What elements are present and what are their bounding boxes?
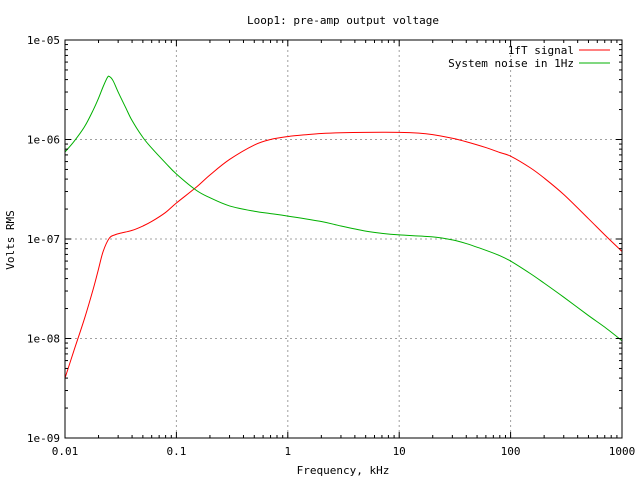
- y-tick-label: 1e-09: [27, 432, 60, 445]
- legend-label: System noise in 1Hz: [448, 57, 574, 70]
- series-line-1ft-signal: [64, 131, 623, 379]
- x-tick-label: 1000: [609, 445, 636, 458]
- y-tick-label: 1e-05: [27, 34, 60, 47]
- y-tick-label: 1e-07: [27, 233, 60, 246]
- series-line-system-noise-in-1hz: [64, 75, 623, 342]
- x-tick-label: 100: [501, 445, 521, 458]
- x-axis-label: Frequency, kHz: [297, 464, 390, 477]
- y-tick-label: 1e-08: [27, 333, 60, 346]
- x-tick-label: 1: [284, 445, 291, 458]
- x-tick-label: 0.01: [52, 445, 79, 458]
- series-lines: [64, 75, 623, 379]
- legend-label: 1fT signal: [508, 44, 574, 57]
- y-tick-labels: 1e-09 1e-08 1e-07 1e-06 1e-05: [27, 34, 60, 445]
- grid-lines: [65, 40, 622, 438]
- y-tick-label: 1e-06: [27, 134, 60, 147]
- x-tick-label: 10: [393, 445, 406, 458]
- x-tick-label: 0.1: [166, 445, 186, 458]
- axis-ticks: [64, 39, 623, 439]
- x-tick-labels: 0.01 0.1 1 10 100 1000: [52, 445, 636, 458]
- y-axis-label: Volts RMS: [4, 210, 17, 270]
- chart-title: Loop1: pre-amp output voltage: [247, 14, 439, 27]
